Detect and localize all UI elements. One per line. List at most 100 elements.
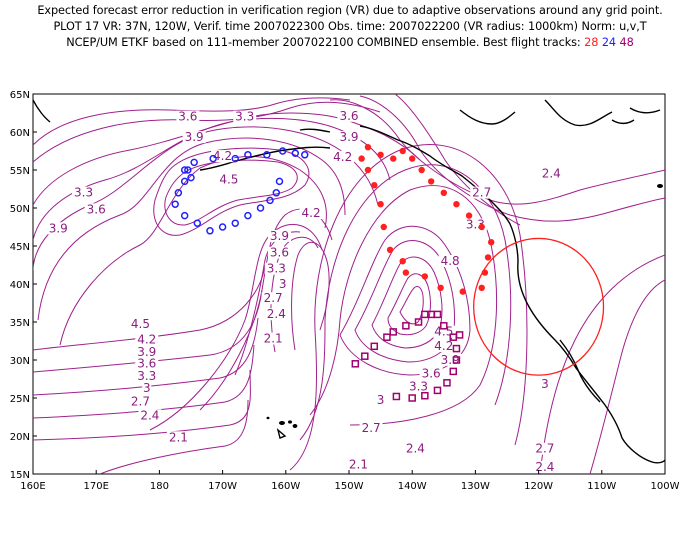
contour-label-bg [264,262,288,275]
lon-tick-label: 150W [335,481,364,492]
track-48-point [383,333,391,341]
contour-label: 3.9 [49,221,68,235]
contour-label-bg [128,395,152,408]
contour-label-bg [142,381,152,394]
contour-label: 3.6 [87,202,106,216]
contour-label: 4.2 [213,149,232,163]
track-28-point [418,166,425,174]
track-28-point [409,155,416,162]
contour-label-bg [419,367,443,380]
contour-label: 4.5 [131,317,150,331]
lat-tick-label: 30N [10,356,30,367]
lat-tick-label: 65N [10,90,30,101]
contour-label-bg [211,150,235,163]
track-24-point [244,151,252,159]
hawaii-islands [266,184,663,439]
contour-label: 3 [541,377,549,391]
contour-label: 4.2 [333,150,352,164]
track-24-point [301,151,309,159]
contour-label-bg [233,110,257,123]
contour-label-bg [337,131,361,144]
lon-tick-label: 110W [587,481,616,492]
lon-tick-label: 170E [83,481,108,492]
track-24-point [193,219,202,227]
contour-label: 4.5 [434,325,453,339]
track-28-point [421,273,429,280]
track-28-point [427,178,435,185]
contour-label: 2.7 [535,442,554,456]
contour-label-bg [359,422,383,435]
track-24-point [278,147,287,155]
contour-label-bg [539,167,563,180]
contour-label-bg [470,186,494,199]
track-48-point [370,342,379,351]
track-28-point [402,269,410,276]
track-28-point [399,147,406,155]
track-28-point [364,166,372,174]
track-48-point [351,360,360,368]
track-28-point [358,155,365,162]
contour-label: 2.7 [264,291,283,305]
lon-tick-label: 160W [271,481,300,492]
contour-label: 3.3 [409,379,428,393]
track-28-point [465,212,473,219]
track-48-point [414,318,423,326]
contour-label: 3 [279,277,287,291]
track-24-point [263,151,271,159]
track-48-point [452,356,461,364]
track-24-point [244,211,252,220]
contour-label-bg [376,394,386,407]
contour-label: 3.3 [74,186,93,200]
title-line-1: Expected forecast error reduction in ver… [37,4,663,17]
contour-label: 2.4 [267,307,286,321]
track-28-point [440,189,447,196]
title-block: Expected forecast error reduction in ver… [0,3,700,51]
contour-label: 3.3 [137,369,156,383]
lat-tick-label: 45N [10,242,30,253]
verification-region [473,237,605,376]
contour-label: 2.7 [131,395,150,409]
contour-label: 3.6 [422,366,441,380]
contour-label: 3.9 [137,345,156,359]
contour-label: 3 [377,393,385,407]
contour-label-bg [135,369,159,382]
track-24-point [231,219,239,227]
lat-tick-label: 60N [10,128,30,139]
contour-label-bg [267,229,291,242]
contour-label-bg [533,460,557,473]
contour-label-bg [438,255,462,267]
contour-label: 3.6 [137,357,156,371]
track-24-point [275,177,284,186]
contour-label-bg [403,442,427,455]
contour-label-bg [267,246,291,259]
track-48-legend: 48 [619,36,634,49]
contour-label-bg [261,332,285,345]
contour-label: 3.6 [178,110,197,124]
contour-label-bg [135,346,159,359]
contour-labels: 3.6 3.33.94.24.53.33.63.93.63.94.24.23.93… [46,109,563,474]
track-24-point [218,223,227,231]
contour-label-bg [166,431,190,444]
track-24-legend: 24 [601,36,617,49]
track-28-point [377,151,384,158]
track-28-point [478,223,485,231]
contour-label: 2.4 [535,460,554,474]
track-24-point [180,166,189,174]
track-28-point [459,288,466,295]
lat-tick-label: 40N [10,280,30,291]
track-24-point [291,149,300,158]
contour-label: 2.4 [406,442,425,456]
track-28-point [399,258,406,265]
track-48-point [421,391,429,400]
contour-label: 3.3 [267,262,286,276]
contour-label: 3.6 [270,246,289,260]
lat-tick-label: 35N [10,318,30,329]
contour-label-bg [278,277,288,290]
contour-label-bg [182,131,206,144]
track-28-point [371,182,378,189]
track-28-point [377,201,384,208]
contour-label-bg [84,203,108,216]
contour-label: 3.9 [185,130,204,144]
lon-tick-label: 140W [398,481,427,492]
lon-tick-label: 160E [20,481,45,492]
